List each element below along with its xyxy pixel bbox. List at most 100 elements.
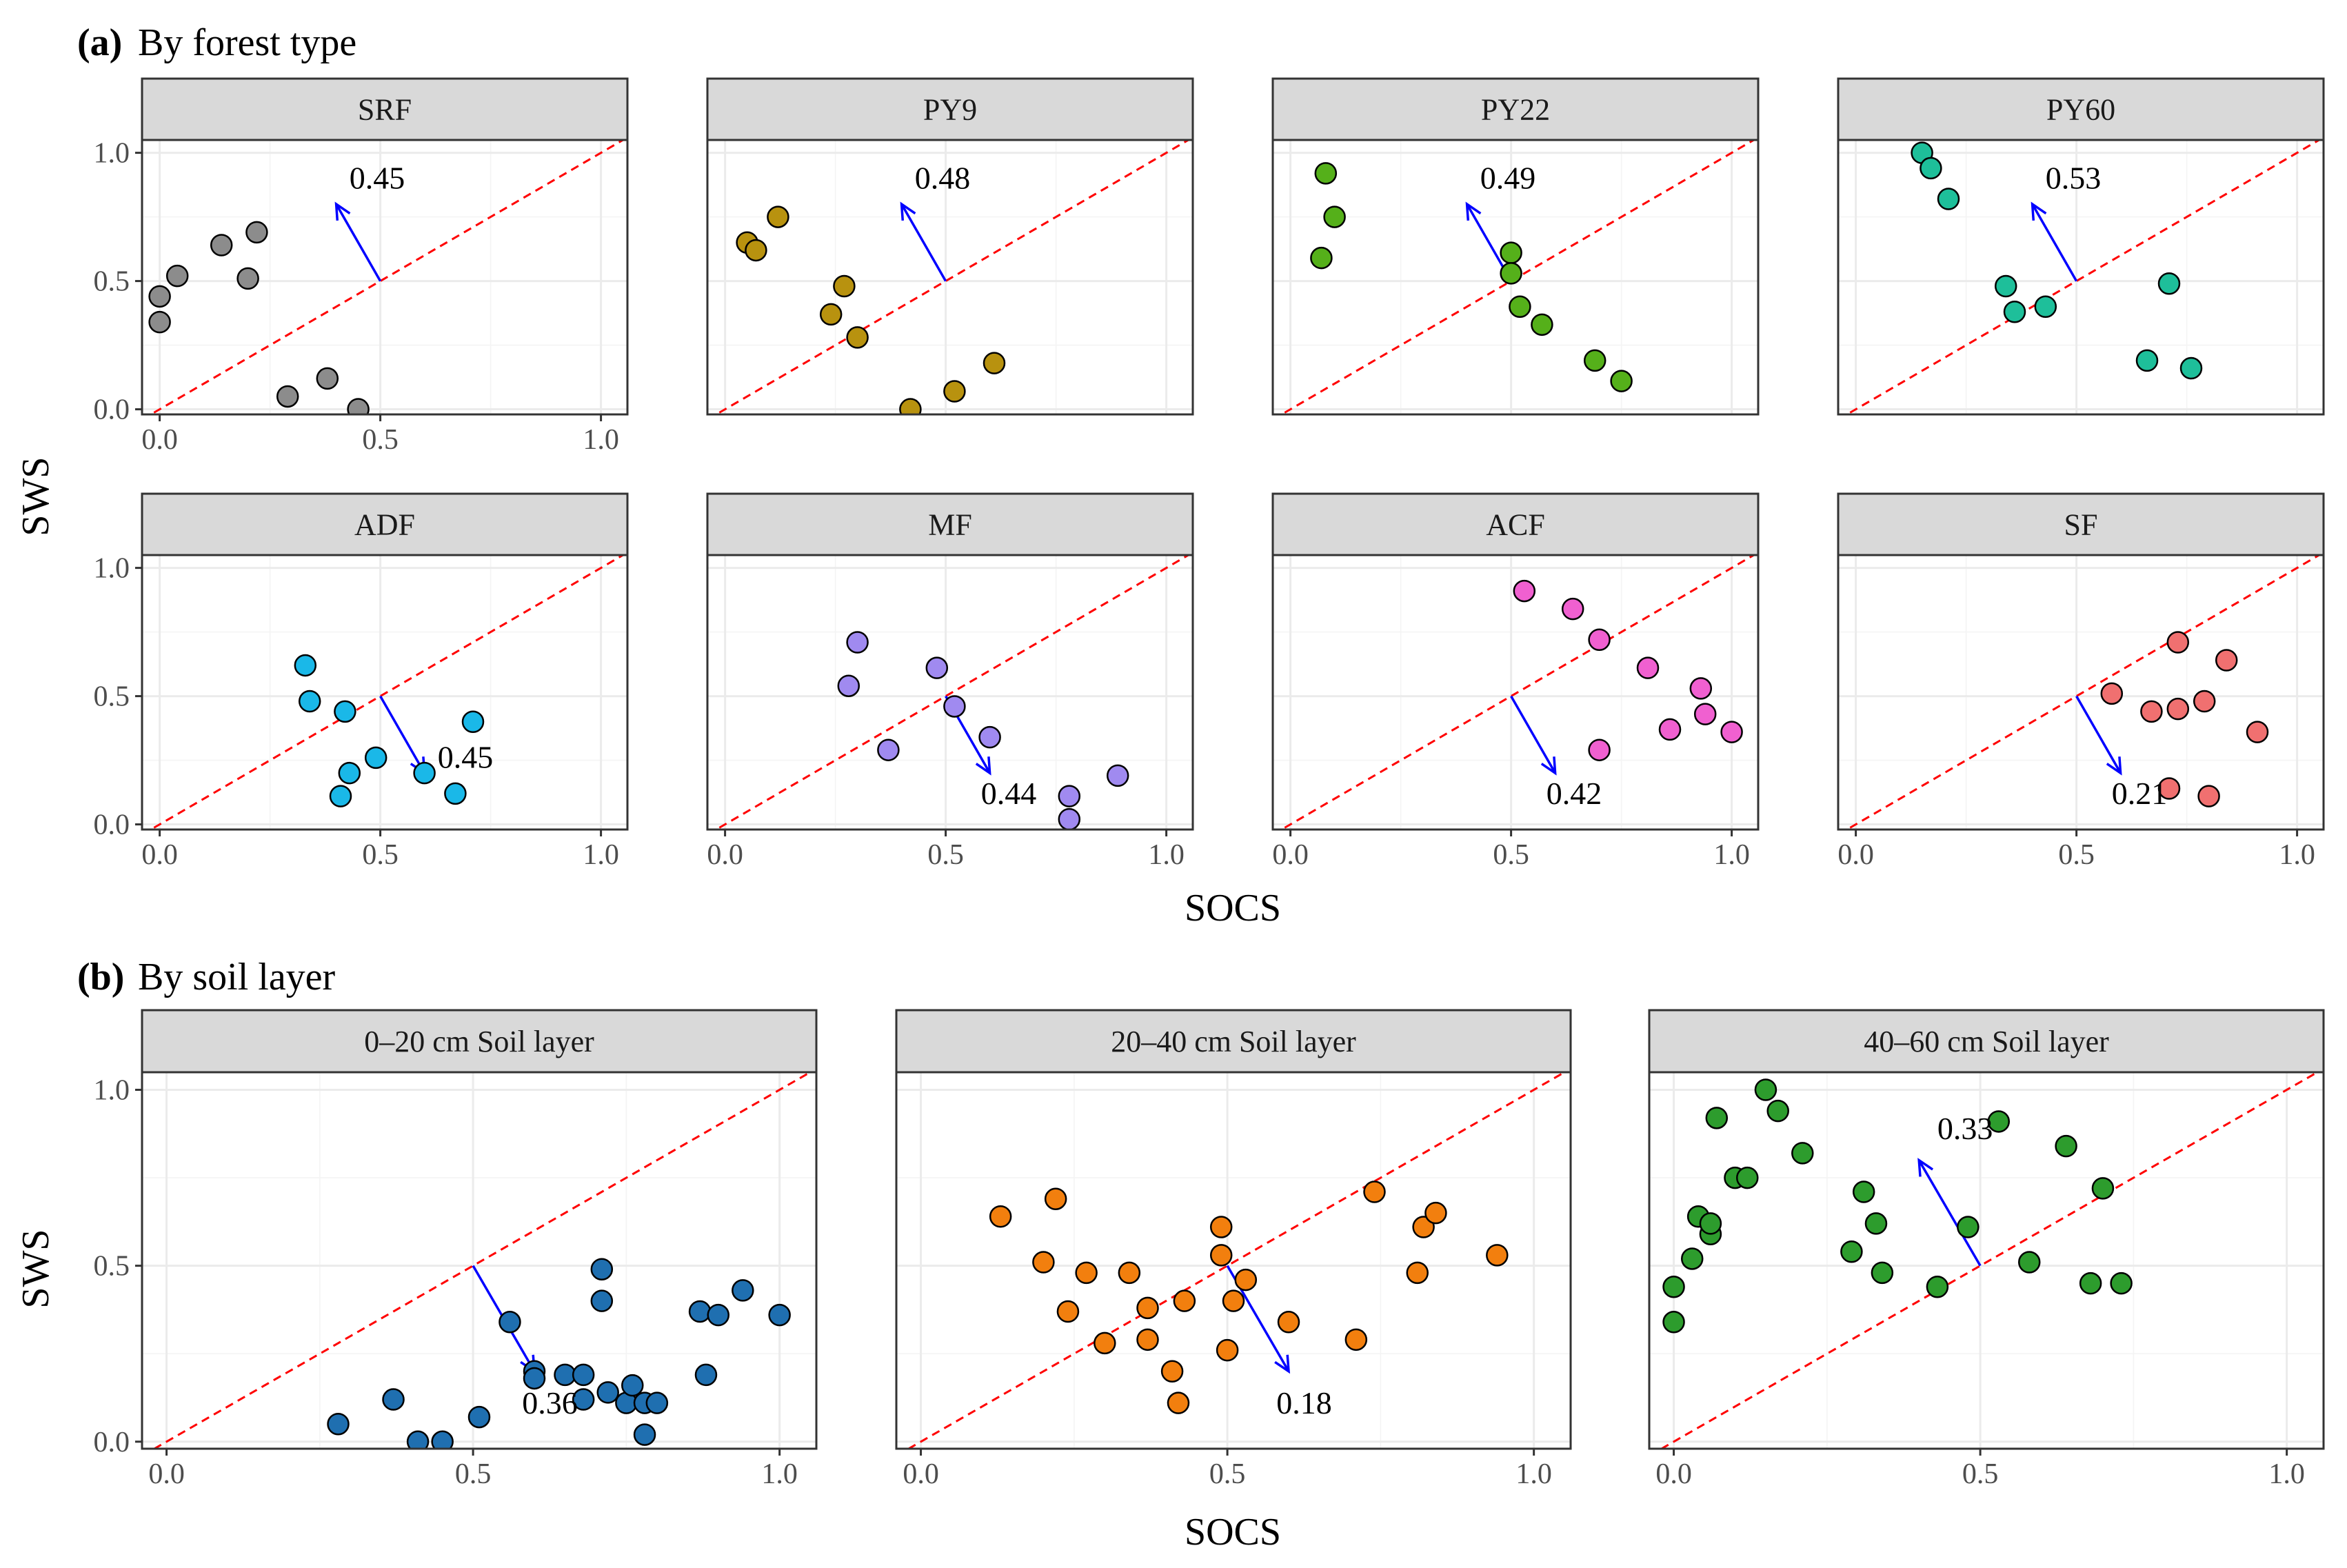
data-point	[694, 1363, 718, 1387]
x-tick-label: 0.0	[1837, 839, 1874, 871]
data-point	[1754, 1078, 1777, 1101]
angle-label: 0.49	[1480, 161, 1536, 196]
data-point	[2003, 300, 2026, 323]
facet-mf-strip	[706, 492, 1194, 556]
data-point	[707, 1303, 729, 1327]
data-point	[1363, 1180, 1386, 1203]
x-tick-label: 0.0	[1272, 839, 1309, 871]
reference-line-1-to-1	[1844, 555, 2321, 830]
data-point	[2100, 682, 2124, 705]
data-point	[1561, 597, 1584, 621]
data-point	[688, 1300, 712, 1323]
data-point	[1058, 807, 1081, 830]
data-point	[846, 326, 869, 349]
x-tick-label: 1.0	[1713, 839, 1750, 871]
y-tick-label: 0.0	[94, 394, 130, 426]
facet-layer-0-20-plot-area	[142, 1072, 816, 1449]
data-point	[1840, 1240, 1863, 1263]
data-point	[745, 239, 767, 262]
angle-label: 0.45	[350, 161, 405, 196]
data-point	[837, 674, 860, 697]
facet-layer-20-40-strip-label: 20–40 cm Soil layer	[1111, 1025, 1356, 1058]
data-point	[1957, 1216, 1980, 1238]
x-tick-label: 1.0	[583, 424, 619, 456]
data-point	[1689, 677, 1713, 700]
reference-line-1-to-1	[1279, 555, 1756, 830]
data-point	[1994, 274, 2017, 298]
data-point	[943, 695, 966, 718]
data-point	[1094, 1331, 1116, 1355]
direction-arrow	[335, 203, 382, 282]
y-tick-label: 0.0	[94, 1427, 130, 1458]
direction-arrow-head	[1274, 1354, 1291, 1374]
data-point	[1583, 349, 1606, 372]
data-point	[1167, 1391, 1190, 1414]
data-point	[1926, 1276, 1949, 1298]
reference-line-1-to-1	[714, 555, 1191, 830]
data-point	[1058, 785, 1081, 807]
reference-line-1-to-1	[906, 1072, 1567, 1449]
direction-arrow-head	[1917, 1158, 1934, 1177]
y-tick-label: 1.0	[94, 1075, 130, 1107]
x-tick-label: 0.0	[1655, 1458, 1692, 1490]
data-point	[1424, 1201, 1447, 1225]
data-point	[1075, 1261, 1098, 1285]
data-point	[276, 385, 299, 408]
facet-layer-20-40: 0.18 20–40 cm Soil layer 0.0 0.5 1.0	[895, 1009, 1572, 1490]
data-point	[1720, 721, 1743, 743]
direction-arrow	[1510, 695, 1557, 774]
data-point	[1766, 1099, 1789, 1123]
angle-label: 0.42	[1547, 776, 1602, 811]
data-point	[165, 264, 189, 288]
x-tick-label: 0.0	[903, 1458, 939, 1490]
x-tick-label: 0.5	[455, 1458, 492, 1490]
data-point	[298, 690, 321, 713]
facet-py60-strip-label: PY60	[2046, 93, 2115, 127]
data-point	[596, 1381, 619, 1404]
data-point	[978, 725, 1001, 749]
data-point	[1032, 1251, 1055, 1274]
data-point	[846, 631, 869, 654]
facet-layer-0-20-strip	[141, 1009, 818, 1074]
facet-adf-strip	[141, 492, 629, 556]
facet-layer-40-60-panel	[1649, 1072, 2324, 1449]
data-point	[1871, 1261, 1894, 1285]
x-tick-label: 0.5	[2058, 839, 2095, 871]
facet-acf-strip	[1271, 492, 1760, 556]
angle-label: 0.36	[522, 1385, 578, 1420]
data-point	[1500, 241, 1522, 264]
data-point	[2166, 697, 2190, 721]
x-tick-label: 0.5	[1209, 1458, 1246, 1490]
data-point	[633, 1423, 656, 1446]
data-point	[444, 782, 467, 805]
data-point	[1056, 1300, 1080, 1323]
reference-line-1-to-1	[148, 140, 625, 414]
x-tick-label: 0.0	[148, 1458, 185, 1490]
facet-sf-strip	[1837, 492, 2325, 556]
data-point	[498, 1311, 521, 1334]
data-point	[364, 746, 387, 770]
data-point	[1209, 1244, 1233, 1267]
data-point	[1705, 1107, 1729, 1129]
facet-py9-panel	[707, 140, 1193, 414]
facet-mf-panel	[707, 555, 1193, 830]
facet-mf-strip-label: MF	[928, 508, 972, 542]
reference-line-1-to-1	[1659, 1072, 2320, 1449]
data-point	[621, 1374, 644, 1397]
facet-sf-panel	[1838, 555, 2324, 830]
data-point	[1044, 1187, 1067, 1210]
facet-py9-plot-area	[707, 140, 1193, 414]
angle-label: 0.45	[438, 740, 494, 775]
direction-arrow	[900, 203, 947, 282]
facet-srf-plot-area	[142, 140, 627, 414]
facet-layer-20-40-plot-area	[896, 1072, 1571, 1449]
data-point	[1736, 1166, 1759, 1189]
facet-py9: 0.48 PY9	[706, 77, 1194, 416]
direction-arrow-head	[975, 756, 991, 776]
x-tick-label: 1.0	[1148, 839, 1185, 871]
facet-srf-strip	[141, 77, 629, 141]
angle-label: 0.33	[1937, 1111, 1993, 1146]
direction-arrow-head	[1540, 756, 1557, 776]
data-point	[590, 1289, 614, 1312]
